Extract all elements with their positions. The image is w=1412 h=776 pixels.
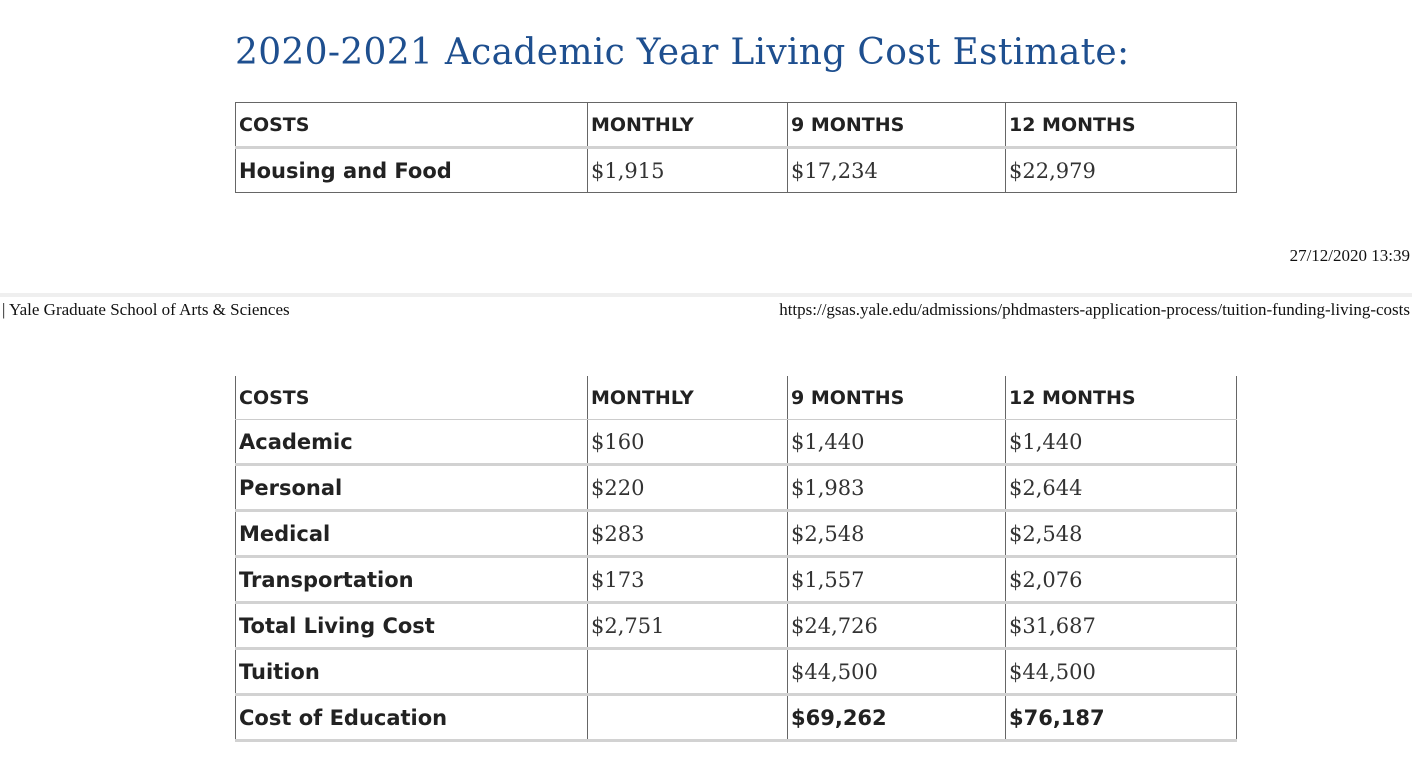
table-row-cost-of-education: Cost of Education $69,262 $76,187 bbox=[235, 694, 1237, 742]
row-label: Medical bbox=[235, 510, 588, 558]
row-label: Tuition bbox=[235, 648, 588, 696]
nine-month-value: $1,440 bbox=[787, 419, 1006, 466]
living-cost-table-detail: COSTS MONTHLY 9 MONTHS 12 MONTHS Academi… bbox=[235, 376, 1237, 742]
table-row-academic: Academic $160 $1,440 $1,440 bbox=[235, 419, 1237, 466]
twelve-month-value: $2,076 bbox=[1005, 556, 1237, 604]
table-header-row: COSTS MONTHLY 9 MONTHS 12 MONTHS bbox=[235, 102, 1237, 149]
monthly-value: $1,915 bbox=[587, 147, 788, 193]
header-monthly: MONTHLY bbox=[587, 376, 788, 420]
twelve-month-value: $2,644 bbox=[1005, 464, 1237, 512]
monthly-value bbox=[587, 694, 788, 742]
print-url[interactable]: https://gsas.yale.edu/admissions/phdmast… bbox=[779, 300, 1410, 319]
table-row-medical: Medical $283 $2,548 $2,548 bbox=[235, 510, 1237, 558]
header-costs: COSTS bbox=[235, 102, 588, 149]
nine-month-value: $1,983 bbox=[787, 464, 1006, 512]
table-row-total-living-cost: Total Living Cost $2,751 $24,726 $31,687 bbox=[235, 602, 1237, 650]
header-monthly: MONTHLY bbox=[587, 102, 788, 149]
header-12-months: 12 MONTHS bbox=[1005, 102, 1237, 149]
twelve-month-value: $22,979 bbox=[1005, 147, 1237, 193]
table-row-transportation: Transportation $173 $1,557 $2,076 bbox=[235, 556, 1237, 604]
nine-month-value: $24,726 bbox=[787, 602, 1006, 650]
nine-month-value: $44,500 bbox=[787, 648, 1006, 696]
monthly-value: $2,751 bbox=[587, 602, 788, 650]
header-costs: COSTS bbox=[235, 376, 588, 420]
twelve-month-value: $31,687 bbox=[1005, 602, 1237, 650]
monthly-value: $220 bbox=[587, 464, 788, 512]
row-label: Personal bbox=[235, 464, 588, 512]
table-row-tuition: Tuition $44,500 $44,500 bbox=[235, 648, 1237, 696]
row-label: Academic bbox=[235, 419, 588, 466]
print-timestamp: 27/12/2020 13:39 bbox=[1289, 246, 1410, 265]
twelve-month-value: $1,440 bbox=[1005, 419, 1237, 466]
print-site-name: | Yale Graduate School of Arts & Science… bbox=[2, 300, 290, 319]
row-label: Total Living Cost bbox=[235, 602, 588, 650]
nine-month-value: $2,548 bbox=[787, 510, 1006, 558]
table-row-housing-and-food: Housing and Food $1,915 $17,234 $22,979 bbox=[236, 147, 1237, 193]
monthly-value bbox=[587, 648, 788, 696]
twelve-month-value: $76,187 bbox=[1005, 694, 1237, 742]
monthly-value: $160 bbox=[587, 419, 788, 466]
twelve-month-value: $44,500 bbox=[1005, 648, 1237, 696]
nine-month-value: $69,262 bbox=[787, 694, 1006, 742]
twelve-month-value: $2,548 bbox=[1005, 510, 1237, 558]
table-header-row: COSTS MONTHLY 9 MONTHS 12 MONTHS bbox=[235, 376, 1237, 420]
table-row-personal: Personal $220 $1,983 $2,644 bbox=[235, 464, 1237, 512]
page-break-divider bbox=[0, 293, 1412, 297]
header-12-months: 12 MONTHS bbox=[1005, 376, 1237, 420]
page-title: 2020-2021 Academic Year Living Cost Esti… bbox=[235, 32, 1130, 73]
monthly-value: $283 bbox=[587, 510, 788, 558]
nine-month-value: $17,234 bbox=[787, 147, 1006, 193]
monthly-value: $173 bbox=[587, 556, 788, 604]
nine-month-value: $1,557 bbox=[787, 556, 1006, 604]
header-9-months: 9 MONTHS bbox=[787, 376, 1006, 420]
living-cost-table-housing: COSTS MONTHLY 9 MONTHS 12 MONTHS Housing… bbox=[235, 102, 1237, 193]
row-label: Housing and Food bbox=[239, 158, 452, 183]
row-label: Transportation bbox=[235, 556, 588, 604]
header-9-months: 9 MONTHS bbox=[787, 102, 1006, 149]
row-label: Cost of Education bbox=[235, 694, 588, 742]
